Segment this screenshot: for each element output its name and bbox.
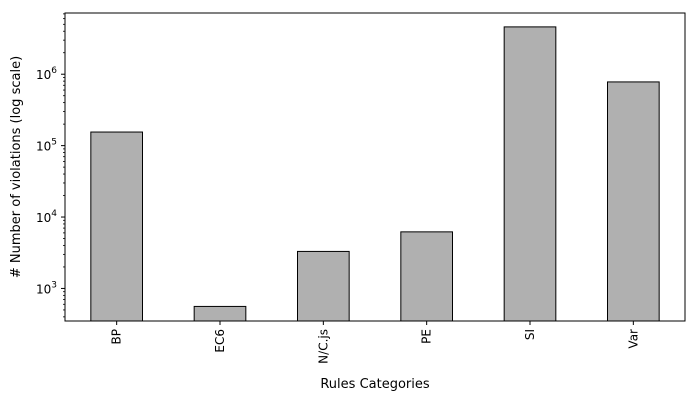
y-tick-label: 105 bbox=[36, 138, 57, 154]
bars-group bbox=[90, 26, 660, 322]
y-axis-label: # Number of violations (log scale) bbox=[9, 56, 24, 278]
bar-pe bbox=[400, 231, 454, 322]
x-tick-label: N/C.js bbox=[316, 329, 330, 364]
x-tick-label: PE bbox=[420, 329, 434, 344]
bar-si bbox=[503, 26, 557, 322]
plot-frame bbox=[64, 12, 686, 322]
y-tick-label: 104 bbox=[36, 209, 57, 225]
y-tick-label: 106 bbox=[36, 66, 57, 82]
bar-n-c-js bbox=[297, 250, 350, 322]
x-tick-label: Var bbox=[626, 329, 640, 349]
bar-var bbox=[607, 81, 660, 322]
x-tick-label: EC6 bbox=[213, 329, 227, 353]
bar-ec6 bbox=[193, 305, 247, 322]
x-axis-label: Rules Categories bbox=[320, 377, 430, 392]
x-tick-label: SI bbox=[523, 329, 537, 340]
y-tick-label: 103 bbox=[36, 280, 57, 296]
y-axis: 103 104 105 106 bbox=[36, 13, 65, 318]
bar-bp bbox=[90, 131, 144, 322]
x-tick-label: BP bbox=[110, 329, 124, 344]
x-axis: BP EC6 N/C.js PE SI Var bbox=[110, 321, 640, 364]
